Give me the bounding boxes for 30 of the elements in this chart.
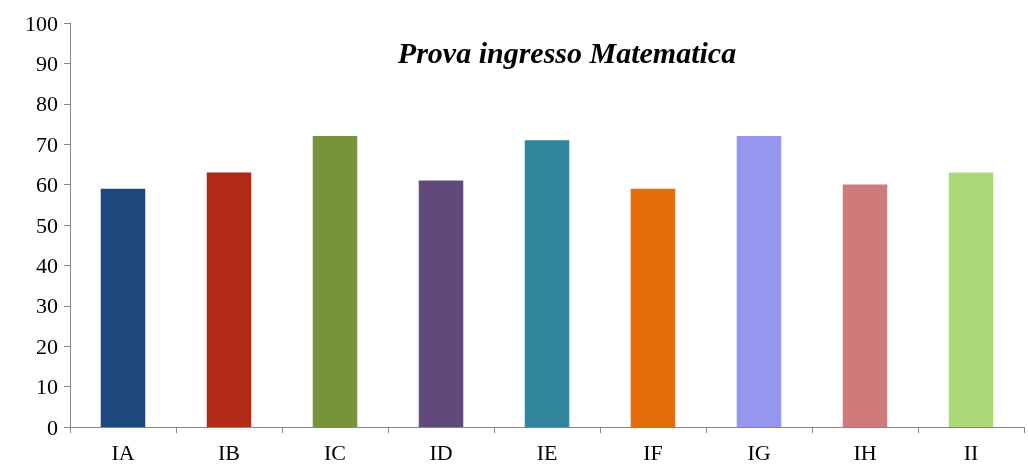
- x-tick-label: IF: [643, 439, 663, 465]
- bar: [312, 136, 358, 427]
- y-tick-label: 30: [36, 293, 58, 319]
- bar: [948, 172, 994, 427]
- x-tick-label: II: [963, 439, 979, 465]
- x-tick-label: IC: [324, 439, 346, 465]
- bar: [736, 136, 782, 427]
- bar: [842, 184, 888, 427]
- y-tick-label: 90: [36, 50, 58, 76]
- bar: [630, 188, 676, 427]
- x-tick-label: IB: [218, 439, 240, 465]
- x-tick-label: IE: [536, 439, 558, 465]
- y-tick-label: 10: [36, 374, 58, 400]
- bar: [100, 188, 146, 427]
- y-tick-label: 0: [47, 414, 58, 440]
- y-tick-label: 40: [36, 252, 58, 278]
- y-tick-label: 20: [36, 333, 58, 359]
- x-tick-label: IA: [111, 439, 135, 465]
- y-tick-label: 50: [36, 212, 58, 238]
- x-tick-label: IG: [747, 439, 771, 465]
- x-tick-label: ID: [429, 439, 453, 465]
- y-tick-label: 70: [36, 131, 58, 157]
- bar: [418, 180, 464, 427]
- bar: [524, 140, 570, 427]
- y-tick-label: 100: [25, 10, 58, 36]
- y-tick-label: 60: [36, 172, 58, 198]
- y-tick-label: 80: [36, 91, 58, 117]
- x-tick-label: IH: [853, 439, 877, 465]
- chart-title: Prova ingresso Matematica: [396, 35, 737, 69]
- bar: [206, 172, 252, 427]
